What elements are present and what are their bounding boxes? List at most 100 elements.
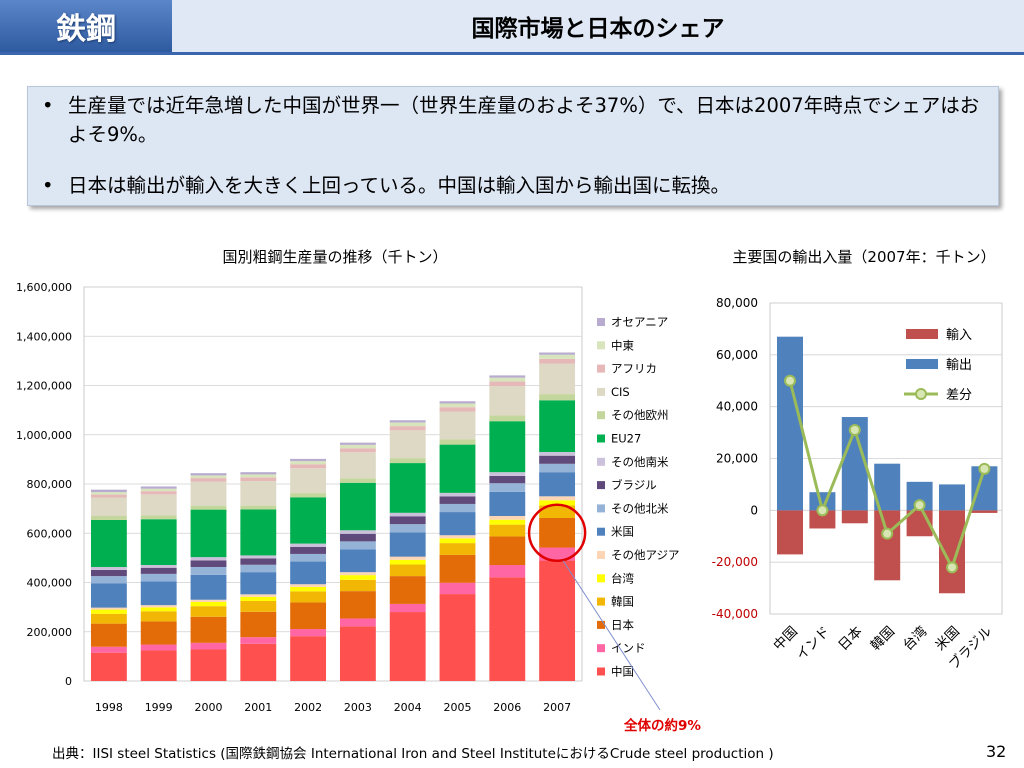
legend-label: 輸出 bbox=[946, 358, 972, 373]
bar-segment bbox=[190, 616, 227, 643]
bar-segment bbox=[339, 478, 376, 483]
bar-segment bbox=[389, 524, 426, 533]
page-title: 国際市場と日本のシェア bbox=[471, 16, 725, 42]
bar-segment bbox=[439, 594, 476, 681]
bar-segment bbox=[339, 591, 376, 619]
bar-segment bbox=[489, 415, 526, 422]
legend-label: 中東 bbox=[611, 338, 634, 352]
bar-segment bbox=[240, 643, 277, 681]
y-tick-label: 800,000 bbox=[27, 478, 73, 491]
bar-segment bbox=[190, 473, 227, 476]
bar-segment bbox=[140, 515, 177, 520]
bar-segment bbox=[339, 452, 376, 479]
bar-segment bbox=[389, 532, 426, 557]
y-tick-label: -20,000 bbox=[712, 555, 758, 569]
legend-swatch bbox=[597, 597, 605, 606]
bar-segment bbox=[190, 509, 227, 558]
bar-segment bbox=[290, 461, 327, 465]
bar-segment bbox=[439, 543, 476, 555]
bar-segment bbox=[489, 377, 526, 382]
bar-segment bbox=[290, 493, 327, 498]
legend-swatch bbox=[906, 329, 938, 339]
bar-segment bbox=[389, 430, 426, 459]
y-tick-label: 1,600,000 bbox=[16, 281, 72, 294]
y-tick-label: 20,000 bbox=[716, 452, 758, 466]
legend-swatch bbox=[597, 457, 605, 466]
y-tick-label: 1,200,000 bbox=[16, 380, 72, 393]
bar-segment bbox=[489, 565, 526, 578]
bar bbox=[874, 510, 901, 581]
bar-segment bbox=[439, 496, 476, 504]
bar-segment bbox=[489, 577, 526, 681]
bar-segment bbox=[439, 538, 476, 544]
bar-segment bbox=[140, 519, 177, 566]
bar-segment bbox=[339, 575, 376, 580]
bar bbox=[841, 510, 868, 524]
legend-label: 韓国 bbox=[611, 595, 634, 609]
legend-label: 台湾 bbox=[611, 571, 634, 585]
bullet-text: 日本は輸出が輸入を大きく上回っている。中国は輸入国から輸出国に転換。 bbox=[68, 174, 731, 197]
bar-segment bbox=[389, 422, 426, 427]
bar-segment bbox=[140, 494, 177, 516]
share-annotation: 全体の約9% bbox=[624, 718, 701, 734]
bar-segment bbox=[439, 407, 476, 412]
bar-segment bbox=[389, 516, 426, 525]
header-divider bbox=[0, 52, 1024, 55]
section-label: 鉄鋼 bbox=[56, 12, 116, 47]
bar-segment bbox=[240, 481, 277, 506]
bar-segment bbox=[90, 583, 127, 608]
bar-segment bbox=[240, 505, 277, 510]
bar-segment bbox=[90, 576, 127, 584]
bar-segment bbox=[140, 621, 177, 645]
x-tick-label: 2002 bbox=[294, 701, 322, 714]
bar-segment bbox=[489, 536, 526, 566]
bar bbox=[939, 484, 965, 511]
bar-segment bbox=[90, 609, 127, 614]
bar-segment bbox=[140, 644, 177, 651]
page-number: 32 bbox=[986, 742, 1007, 761]
bar-segment bbox=[290, 629, 327, 637]
bar-segment bbox=[290, 586, 327, 592]
bar-segment bbox=[190, 566, 227, 575]
bar-segment bbox=[339, 442, 376, 445]
header: 鉄鋼 国際市場と日本のシェア bbox=[0, 0, 1024, 55]
bullet-text: 生産量では近年急増した中国が世界一（世界生産量のおよそ37%）で、日本は2007… bbox=[68, 94, 980, 146]
bar-segment bbox=[539, 517, 576, 548]
bar-segment bbox=[190, 574, 227, 600]
bar-segment bbox=[339, 541, 376, 550]
legend-swatch bbox=[597, 434, 605, 443]
legend-label: その他欧州 bbox=[611, 408, 669, 422]
bar-segment bbox=[339, 533, 376, 542]
line-point bbox=[913, 499, 926, 512]
bar-segment bbox=[190, 481, 227, 506]
legend-label: 輸入 bbox=[946, 328, 972, 343]
bar-segment bbox=[539, 560, 576, 681]
legend-swatch bbox=[597, 620, 605, 629]
bar-segment bbox=[489, 491, 526, 517]
legend-swatch bbox=[906, 359, 938, 369]
bar-segment bbox=[290, 561, 327, 585]
bar-segment bbox=[489, 421, 526, 473]
line-point bbox=[978, 462, 991, 475]
legend-label: インド bbox=[611, 641, 646, 655]
bar-segment bbox=[389, 512, 426, 517]
x-tick-label: 2005 bbox=[444, 701, 472, 714]
bar-segment bbox=[190, 606, 227, 617]
legend-label: オセアニア bbox=[611, 315, 668, 329]
y-tick-label: 60,000 bbox=[716, 348, 758, 362]
bar-segment bbox=[539, 451, 576, 456]
summary-box: • 生産量では近年急増した中国が世界一（世界生産量のおよそ37%）で、日本は20… bbox=[27, 86, 999, 206]
y-tick-label: 1,400,000 bbox=[16, 330, 72, 343]
legend-swatch bbox=[597, 527, 605, 536]
bar-segment bbox=[439, 411, 476, 440]
bar-segment bbox=[489, 472, 526, 476]
legend-swatch bbox=[597, 481, 605, 490]
x-tick-label: インド bbox=[793, 624, 833, 664]
bar bbox=[777, 336, 803, 511]
bar-segment bbox=[489, 483, 526, 492]
y-tick-label: 80,000 bbox=[716, 296, 758, 310]
bar-segment bbox=[90, 607, 127, 610]
y-tick-label: 1,000,000 bbox=[16, 429, 72, 442]
line-point bbox=[848, 423, 861, 436]
x-tick-label: 日本 bbox=[835, 623, 866, 654]
